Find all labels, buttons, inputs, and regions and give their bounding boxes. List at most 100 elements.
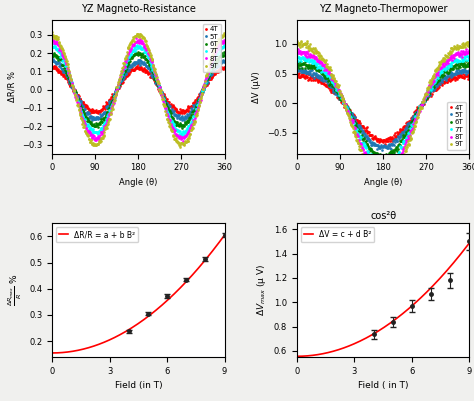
Point (54, 67, 61, 73)
Point (411, 119, 419, 126)
Point (217, 59, 224, 66)
Point (144, 45, 151, 51)
Point (52, 38, 60, 45)
Point (84, 105, 92, 111)
Point (130, 67, 137, 73)
Point (311, 54, 319, 60)
Point (217, 53, 224, 59)
Point (461, 53, 469, 60)
Point (432, 77, 439, 83)
Point (97, 113, 105, 119)
Point (151, 68, 158, 75)
Point (195, 93, 202, 99)
Point (219, 34, 226, 41)
Point (220, 49, 228, 55)
Point (400, 144, 408, 150)
Point (114, 86, 121, 93)
Point (428, 87, 435, 93)
Point (384, 135, 392, 142)
Point (322, 71, 330, 77)
Point (424, 94, 431, 100)
Point (91, 122, 99, 129)
Point (373, 150, 381, 156)
Point (300, 41, 307, 48)
Point (77, 109, 85, 115)
Point (97, 107, 105, 113)
Point (401, 128, 409, 134)
Point (453, 57, 460, 63)
Point (356, 132, 364, 139)
Point (138, 33, 146, 39)
Point (79, 107, 86, 113)
Point (392, 134, 400, 141)
Point (311, 71, 319, 77)
Point (204, 78, 211, 85)
Point (454, 60, 462, 66)
Point (344, 110, 352, 116)
Point (404, 138, 412, 144)
Point (330, 78, 337, 85)
Point (374, 166, 381, 172)
Point (465, 73, 473, 80)
Point (307, 66, 315, 73)
Point (65, 70, 73, 77)
Point (439, 73, 447, 79)
Point (455, 73, 463, 80)
Point (459, 49, 467, 55)
Point (75, 100, 82, 107)
Point (175, 135, 183, 141)
Point (425, 91, 432, 97)
Point (396, 160, 404, 166)
Point (323, 83, 331, 89)
Point (188, 105, 196, 112)
Point (171, 131, 179, 138)
Point (341, 98, 348, 105)
Point (113, 86, 121, 92)
Point (131, 44, 139, 51)
Point (407, 129, 415, 135)
Point (56, 56, 64, 62)
Point (428, 83, 436, 90)
Point (187, 115, 195, 121)
Point (177, 122, 185, 128)
Point (456, 57, 463, 64)
Point (379, 154, 387, 160)
Point (146, 53, 154, 59)
Point (345, 111, 352, 118)
Point (458, 74, 466, 81)
Point (71, 89, 79, 95)
Point (108, 102, 116, 108)
Point (213, 45, 221, 51)
Point (458, 41, 465, 47)
Point (112, 91, 119, 98)
Point (61, 59, 68, 66)
Point (344, 108, 352, 115)
Point (201, 82, 209, 89)
Point (104, 113, 111, 119)
Point (300, 55, 308, 61)
Point (296, 50, 303, 57)
Point (59, 62, 67, 68)
Point (105, 105, 113, 111)
Point (326, 66, 334, 72)
Point (106, 107, 114, 114)
Point (398, 138, 405, 144)
Point (203, 77, 211, 83)
Point (450, 65, 457, 72)
Point (71, 87, 78, 93)
Point (356, 133, 364, 140)
Point (343, 107, 350, 113)
Point (301, 49, 308, 55)
Point (362, 138, 369, 144)
Point (78, 115, 85, 121)
Point (124, 70, 131, 77)
Point (385, 177, 392, 183)
Point (430, 71, 438, 77)
Point (73, 94, 80, 100)
Point (172, 132, 179, 138)
Point (92, 123, 100, 129)
Point (412, 110, 419, 116)
Point (96, 132, 104, 138)
Point (85, 114, 93, 120)
Point (89, 113, 97, 120)
